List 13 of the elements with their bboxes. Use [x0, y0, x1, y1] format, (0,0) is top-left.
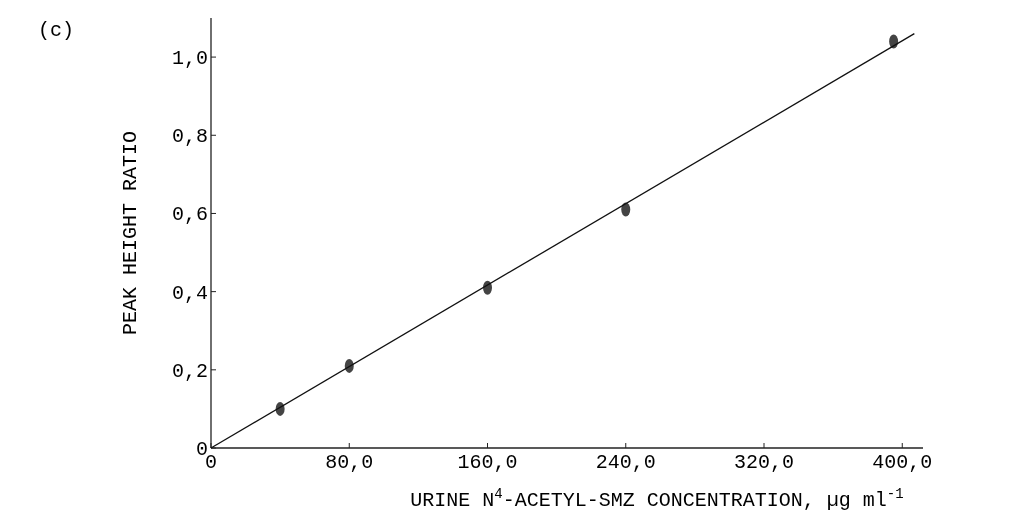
y-tick-label: 0,2	[171, 359, 208, 383]
x-axis-title: URINE N$^{4}$-ACETYL-SMZ CONCENTRATION, µg ml$^{-1}$	[410, 486, 904, 512]
y-tick-label: 0,4	[171, 281, 208, 305]
y-tick-label: 0,8	[171, 125, 208, 149]
y-tick-label: 1,0	[171, 47, 208, 71]
y-axis-title: PEAK HEIGHT RATIO	[119, 130, 142, 336]
x-tick-label: 160,0	[457, 451, 518, 474]
x-tick-label: 400,0	[872, 451, 933, 474]
x-tick-label: 320,0	[734, 451, 795, 474]
text: (c)	[38, 19, 75, 42]
x-tick-label: 80,0	[325, 451, 374, 474]
y-tick-label: 0,6	[171, 203, 208, 227]
x-tick-label: 240,0	[595, 451, 656, 474]
